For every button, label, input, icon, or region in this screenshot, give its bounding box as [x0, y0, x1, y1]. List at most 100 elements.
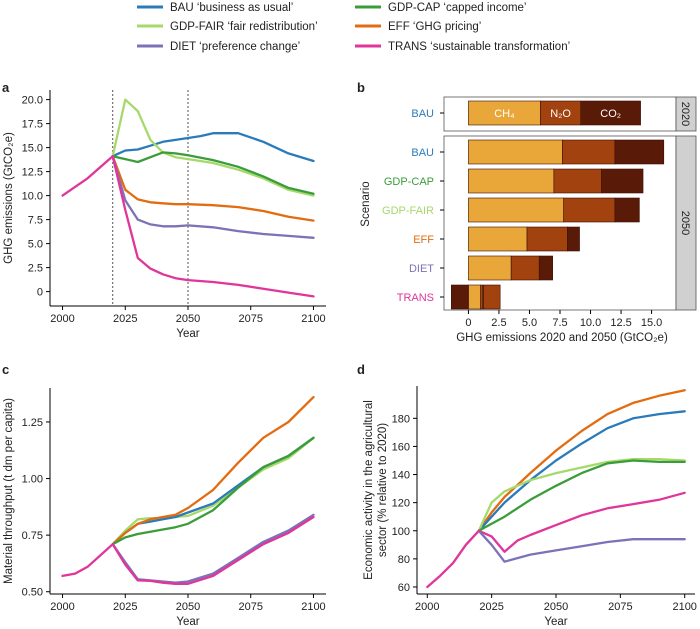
- bar-segment-n2o: [480, 284, 501, 310]
- bar-segment-ch4: [468, 197, 564, 223]
- facet-strip-label: 2050: [679, 211, 691, 235]
- y-tick-label: 0.50: [22, 587, 43, 599]
- x-tick-label: 2025: [113, 601, 137, 613]
- x-tick-label: 0: [465, 317, 471, 329]
- scenario-label-bau: BAU: [411, 147, 434, 159]
- bar-segment-label-co2: CO₂: [600, 108, 621, 120]
- facet-panel-2050: [443, 135, 677, 311]
- legend-label-gdp-fair: GDP-FAIR ‘fair redistribution’: [170, 21, 318, 33]
- x-axis-title: GHG emissions 2020 and 2050 (GtCO₂e): [456, 332, 668, 344]
- series-line-eff: [477, 389, 686, 532]
- y-tick-label: 15.0: [22, 143, 43, 155]
- series-line-history: [426, 529, 480, 589]
- y-tick-label: 17.5: [22, 119, 43, 131]
- legend-label-eff: EFF ‘GHG pricing’: [388, 21, 481, 33]
- x-axis-title: Year: [176, 616, 199, 628]
- x-tick-label: 2100: [301, 313, 325, 325]
- series-line-gdp-cap: [477, 459, 686, 532]
- x-tick-label: 2.5: [491, 317, 506, 329]
- y-tick-label: 160: [392, 441, 410, 453]
- series-line-trans: [111, 515, 315, 585]
- y-tick-label: 1.25: [22, 417, 43, 429]
- y-tick-label: 1.00: [22, 474, 43, 486]
- bar-segment-n2o: [526, 226, 568, 252]
- series-line-gdp-fair: [111, 436, 315, 546]
- y-tick-label: 12.5: [22, 167, 43, 179]
- x-tick-label: 2075: [238, 313, 262, 325]
- bar-segment-ch4: [468, 168, 555, 194]
- bar-segment-n2o: [510, 255, 540, 281]
- x-tick-label: 10.0: [580, 317, 601, 329]
- y-tick-label: 20.0: [22, 95, 43, 107]
- bar-segment-n2o: [553, 168, 602, 194]
- bar-segment-n2o: [563, 197, 616, 223]
- x-tick-label: 2050: [176, 313, 200, 325]
- bar-segment-co2: [601, 168, 644, 194]
- x-tick-label: 2100: [672, 601, 696, 613]
- facet-strip-2050: [675, 135, 697, 311]
- series-line-eff: [111, 155, 315, 222]
- panel-a-emissions-chart: 2000 2025 2050 2075 2100 0 2.5 5.0 7.5 10.0 12.5 15…: [3, 90, 326, 340]
- bar-segment-co2: [567, 226, 580, 252]
- x-tick-label: 2025: [113, 313, 137, 325]
- series-line-trans: [111, 155, 315, 298]
- x-tick-label: 12.5: [610, 317, 631, 329]
- x-tick-label: 2050: [176, 601, 200, 613]
- series-line-diet: [111, 513, 315, 584]
- legend-label-trans: TRANS ‘sustainable transformation’: [388, 41, 570, 53]
- y-tick-label: 7.5: [28, 215, 43, 227]
- bar-segment-n2o: [562, 139, 616, 165]
- panel-d-economic-chart: 2000 2025 2050 2075 2100 60 80 100 120 140 160 180 Y…: [363, 386, 697, 628]
- series-line-eff: [111, 395, 315, 546]
- bar-segment-n2o: [540, 100, 582, 126]
- x-tick-label: 2075: [608, 601, 632, 613]
- x-tick-label: 2000: [50, 313, 74, 325]
- scenario-label-gdp-fair: GDP-FAIR: [382, 205, 434, 217]
- series-line-bau: [111, 132, 315, 163]
- bar-segment-co2: [614, 139, 665, 165]
- x-tick-label: 15.0: [641, 317, 662, 329]
- series-line-gdp-fair: [111, 98, 315, 197]
- legend-label-diet: DIET ‘preference change’: [170, 41, 300, 53]
- y-tick-label: 5.0: [28, 239, 43, 251]
- bar-segment-ch4: [468, 255, 512, 281]
- x-tick-label: 2050: [544, 601, 568, 613]
- x-tick-label: 2075: [238, 601, 262, 613]
- y-tick-label: 180: [392, 413, 410, 425]
- series-line-gdp-fair: [477, 457, 686, 532]
- series-line-diet: [477, 529, 686, 563]
- y-tick-label: 60: [398, 582, 410, 594]
- facet-strip-2020: [675, 96, 697, 132]
- bar-segment-ch4: [468, 139, 563, 165]
- x-tick-label: 2025: [479, 601, 503, 613]
- y-tick-label: 2.5: [28, 263, 43, 275]
- scenario-label-gdp-cap: GDP-CAP: [384, 176, 434, 188]
- y-tick-label: 140: [392, 470, 410, 482]
- panel-letter-d: d: [357, 362, 365, 377]
- legend: BAU ‘business as usual’ GDP-FAIR ‘fair re…: [137, 2, 570, 53]
- y-axis-title: Material throughput (t dm per capita): [3, 398, 15, 584]
- facet-strip-label: 2020: [679, 102, 691, 126]
- series-line-history: [61, 155, 114, 197]
- x-tick-label: 2000: [415, 601, 439, 613]
- series-line-gdp-cap: [111, 436, 315, 546]
- y-axis-title: sector (% relative to 2020): [377, 423, 389, 557]
- panel-b-emissions-bar-chart: 2020 BAU CH₄ N₂O CO₂ 2050 BAU GDP-CAP GDP-FAIR EF…: [360, 96, 697, 344]
- bar-segment-ch4: [468, 226, 528, 252]
- bar-segment-label-n2o: N₂O: [550, 108, 571, 120]
- bar-segment-ch4: [468, 284, 481, 310]
- bar-segment-co2: [538, 255, 553, 281]
- y-tick-label: 80: [398, 554, 410, 566]
- bar-segment-co2: [451, 284, 469, 310]
- scenario-label-trans: TRANS: [397, 292, 434, 304]
- x-tick-label: 7.5: [552, 317, 567, 329]
- series-line-bau: [477, 410, 686, 532]
- y-axis-title: Economic activity in the agricultural: [363, 400, 375, 580]
- x-tick-label: 2000: [50, 601, 74, 613]
- y-axis-title: GHG emissions (GtCO₂e): [3, 132, 15, 264]
- legend-label-bau: BAU ‘business as usual’: [170, 2, 293, 14]
- y-tick-label: 0: [37, 287, 43, 299]
- bar-segment-co2: [614, 197, 640, 223]
- scenario-label-bau: BAU: [411, 108, 434, 120]
